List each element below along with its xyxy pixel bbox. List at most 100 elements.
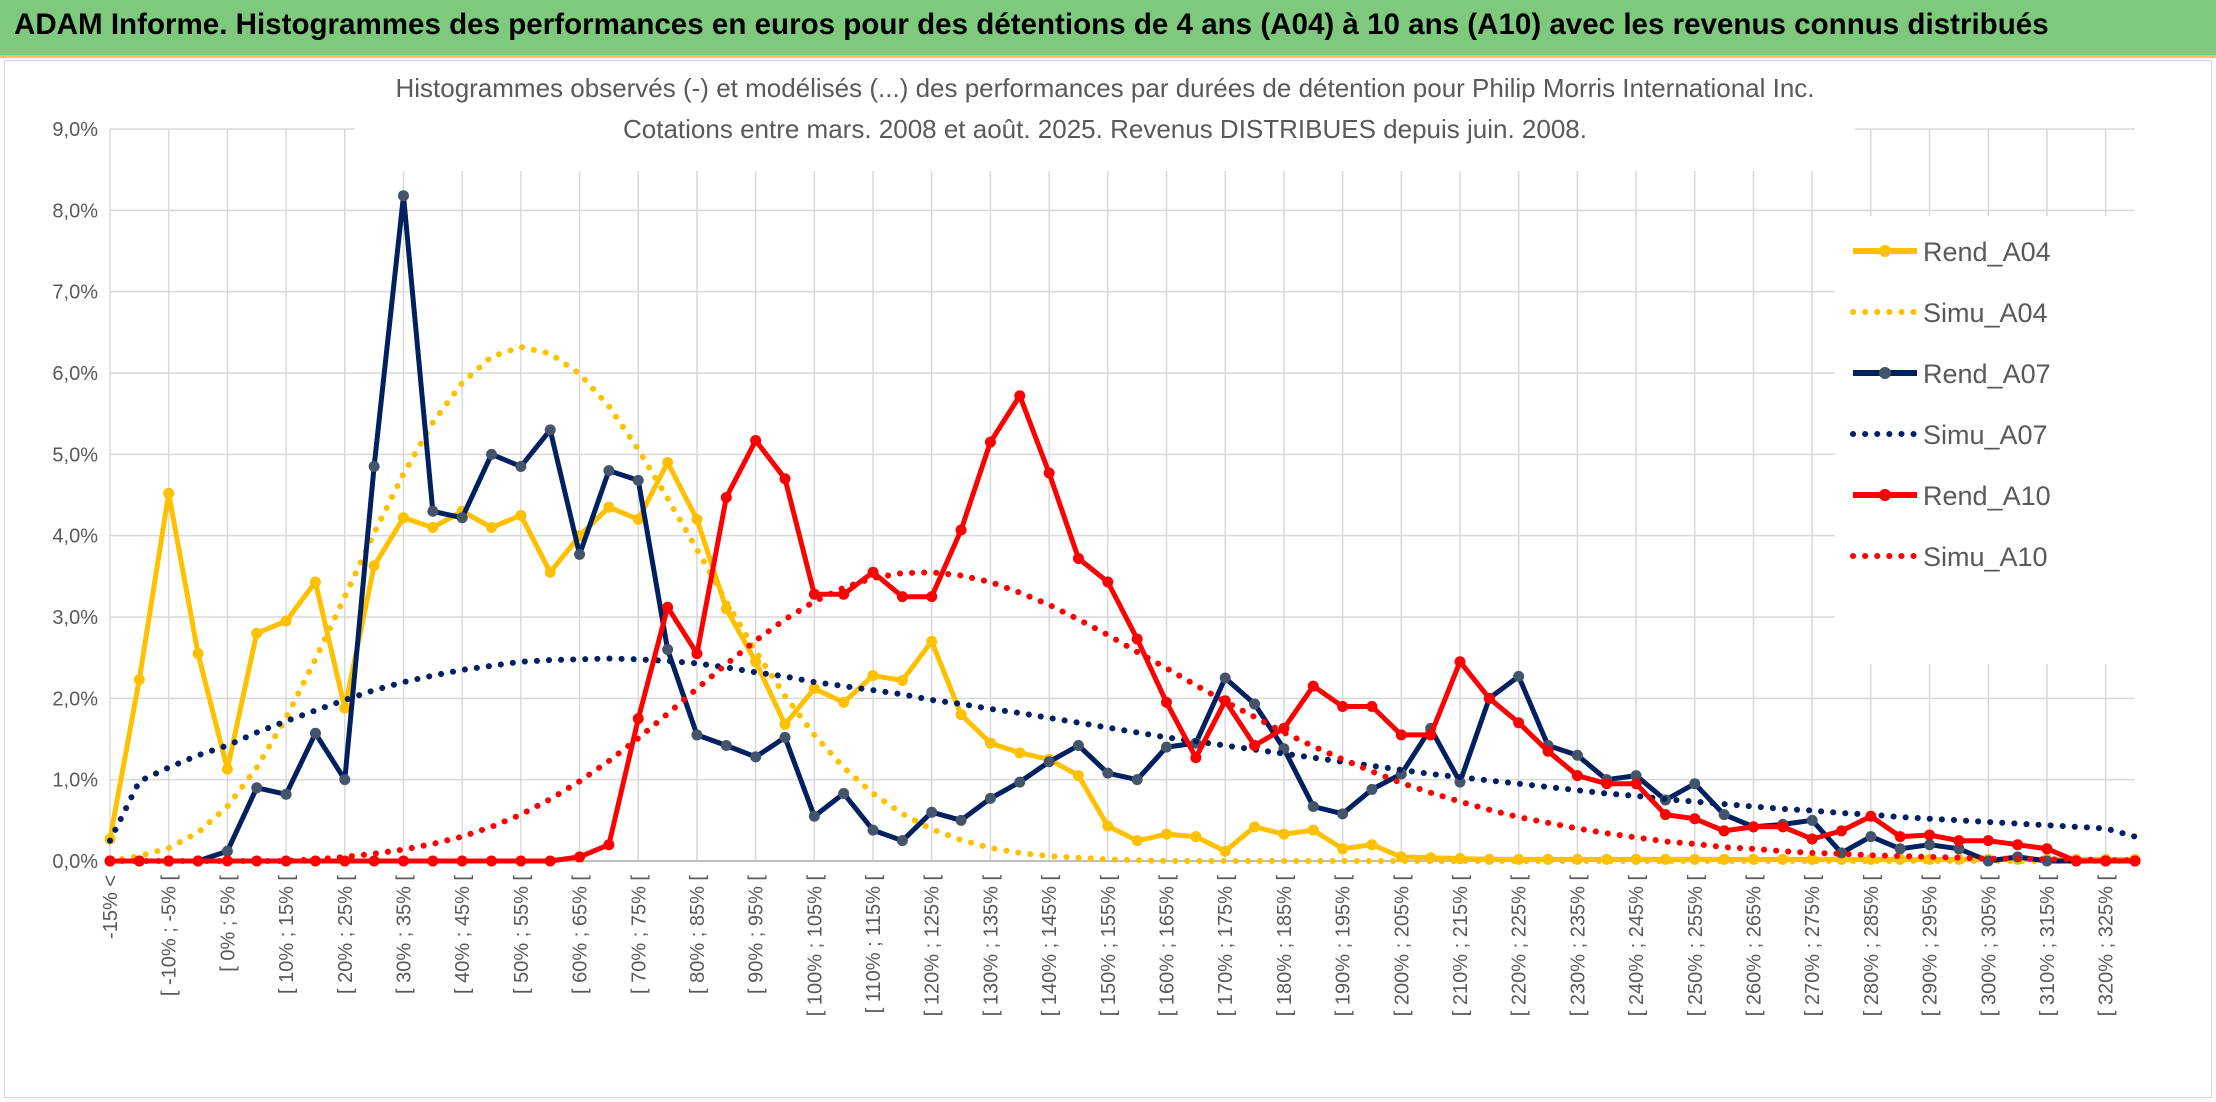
legend-label-Simu_A10: Simu_A10 bbox=[1923, 542, 2048, 572]
data-point-Rend_A10 bbox=[1865, 810, 1877, 822]
data-point-Rend_A10 bbox=[1072, 552, 1084, 564]
data-point-Rend_A04 bbox=[896, 674, 908, 686]
x-tick-label: [ 220% ; 225% [ bbox=[1509, 875, 1531, 1017]
x-tick-label: [ 50% ; 55% [ bbox=[511, 875, 533, 994]
data-point-Rend_A04 bbox=[1249, 821, 1261, 833]
series-line-Rend_A04 bbox=[107, 460, 2135, 862]
data-point-Rend_A10 bbox=[984, 436, 996, 448]
gridlines bbox=[109, 128, 2135, 862]
data-point-Rend_A04 bbox=[251, 627, 263, 639]
data-point-Rend_A04 bbox=[397, 512, 409, 524]
data-point-Rend_A07 bbox=[867, 824, 879, 836]
x-tick-label: [ -10% ; -5% [ bbox=[159, 875, 181, 997]
data-point-Rend_A10 bbox=[2129, 855, 2141, 867]
data-point-Rend_A07 bbox=[574, 548, 586, 560]
x-tick-label: [ 270% ; 275% [ bbox=[1802, 875, 1824, 1017]
data-point-Rend_A04 bbox=[486, 522, 498, 534]
x-tick-label: [ 20% ; 25% [ bbox=[335, 875, 357, 994]
data-point-Rend_A10 bbox=[1718, 825, 1730, 837]
data-point-Rend_A07 bbox=[955, 814, 967, 826]
data-point-Rend_A04 bbox=[280, 615, 292, 627]
x-tick-label: [ 320% ; 325% [ bbox=[2096, 875, 2118, 1017]
x-tick-label: [ 70% ; 75% [ bbox=[628, 875, 650, 994]
data-point-Rend_A07 bbox=[1454, 776, 1466, 788]
data-point-Rend_A07 bbox=[984, 792, 996, 804]
data-point-Rend_A04 bbox=[309, 576, 321, 588]
data-point-Rend_A07 bbox=[1337, 808, 1349, 820]
data-point-Rend_A10 bbox=[427, 855, 439, 867]
data-point-Rend_A10 bbox=[1190, 752, 1202, 764]
series-line-Rend_A10 bbox=[110, 393, 2135, 864]
data-point-Rend_A07 bbox=[397, 190, 409, 202]
x-tick-label: [ 10% ; 15% [ bbox=[276, 875, 298, 994]
data-point-Rend_A10 bbox=[1014, 390, 1026, 402]
x-tick-label: [ 120% ; 125% [ bbox=[922, 875, 944, 1017]
data-point-Rend_A04 bbox=[544, 566, 556, 578]
chart-title-line: Histogrammes observés (-) et modélisés (… bbox=[395, 73, 1814, 103]
chart-legend: Rend_A04 Simu_A04 Rend_A07 Simu_A07 Rend_A10… bbox=[1835, 216, 2165, 664]
data-point-Rend_A07 bbox=[808, 810, 820, 822]
chart-area: Histogrammes observés (-) et modélisés (… bbox=[4, 60, 2212, 1098]
data-point-Rend_A07 bbox=[544, 424, 556, 436]
x-tick-label: [ 100% ; 105% [ bbox=[804, 875, 826, 1017]
data-point-Rend_A07 bbox=[1161, 741, 1173, 753]
x-axis: -15% < [ -10% ; -5% [[ 0% ; 5% [[ 10% ; 1… bbox=[100, 860, 2135, 1017]
x-tick-label: [ 150% ; 155% [ bbox=[1098, 875, 1120, 1017]
data-point-Rend_A07 bbox=[1219, 672, 1231, 684]
data-point-Rend_A10 bbox=[808, 588, 820, 600]
chart-title: Histogrammes observés (-) et modélisés (… bbox=[355, 61, 1855, 171]
data-point-Rend_A07 bbox=[486, 448, 498, 460]
x-tick-label: [ 180% ; 185% [ bbox=[1274, 875, 1296, 1017]
x-tick-label: [ 60% ; 65% [ bbox=[570, 875, 592, 994]
y-tick-label: 0,0% bbox=[52, 851, 98, 873]
legend-label-Rend_A10: Rend_A10 bbox=[1923, 481, 2051, 511]
data-point-Rend_A10 bbox=[1982, 835, 1994, 847]
data-point-Rend_A10 bbox=[1924, 829, 1936, 841]
data-point-Rend_A04 bbox=[515, 509, 527, 521]
data-point-Rend_A10 bbox=[1836, 825, 1848, 837]
data-point-Rend_A07 bbox=[368, 461, 380, 473]
plot-series bbox=[104, 190, 2141, 867]
data-point-Rend_A04 bbox=[779, 718, 791, 730]
x-tick-label: [ 160% ; 165% [ bbox=[1157, 875, 1179, 1017]
data-point-Rend_A10 bbox=[1806, 833, 1818, 845]
y-tick-label: 3,0% bbox=[52, 607, 98, 629]
data-point-Rend_A10 bbox=[1659, 809, 1671, 821]
data-point-Rend_A10 bbox=[896, 591, 908, 603]
data-point-Rend_A10 bbox=[955, 524, 967, 536]
data-point-Rend_A10 bbox=[1102, 576, 1114, 588]
legend-marker-Rend_A07 bbox=[1879, 367, 1891, 379]
data-point-Rend_A10 bbox=[574, 851, 586, 863]
x-tick-label: [ 250% ; 255% [ bbox=[1685, 875, 1707, 1017]
data-point-Rend_A04 bbox=[955, 709, 967, 721]
data-point-Rend_A10 bbox=[515, 855, 527, 867]
data-point-Rend_A04 bbox=[221, 763, 233, 775]
data-point-Rend_A10 bbox=[280, 855, 292, 867]
report-title: ADAM Informe. Histogrammes des performan… bbox=[14, 8, 2049, 41]
data-point-Rend_A07 bbox=[456, 512, 468, 524]
legend-label-Simu_A07: Simu_A07 bbox=[1923, 420, 2048, 450]
x-tick-label: [ 310% ; 315% [ bbox=[2037, 875, 2059, 1017]
data-point-Rend_A07 bbox=[1865, 831, 1877, 843]
x-tick-label: [ 240% ; 245% [ bbox=[1626, 875, 1648, 1017]
chart-title-line: Cotations entre mars. 2008 et août. 2025… bbox=[623, 114, 1587, 144]
data-point-Rend_A07 bbox=[1307, 801, 1319, 813]
series-line-Simu_A04 bbox=[107, 344, 2138, 864]
y-axis: 0,0% 1,0% 2,0% 3,0% 4,0% 5,0% 6,0% 7,0% 8,0% 9,0% bbox=[52, 119, 98, 873]
x-tick-label: [ 290% ; 295% [ bbox=[1920, 875, 1942, 1017]
data-point-Rend_A10 bbox=[1043, 467, 1055, 479]
x-tick-label: [ 140% ; 145% [ bbox=[1039, 875, 1061, 1017]
data-point-Rend_A04 bbox=[1072, 770, 1084, 782]
x-tick-label: [ 0% ; 5% [ bbox=[217, 875, 239, 972]
data-point-Rend_A07 bbox=[1689, 778, 1701, 790]
data-point-Rend_A10 bbox=[1513, 717, 1525, 729]
data-point-Rend_A04 bbox=[1659, 853, 1671, 865]
data-point-Rend_A04 bbox=[1337, 843, 1349, 855]
x-tick-label: [ 230% ; 235% [ bbox=[1567, 875, 1589, 1017]
data-point-Rend_A07 bbox=[838, 787, 850, 799]
data-point-Rend_A07 bbox=[1072, 740, 1084, 752]
data-point-Rend_A07 bbox=[1806, 814, 1818, 826]
data-point-Rend_A04 bbox=[1278, 828, 1290, 840]
x-tick-label: [ 260% ; 265% [ bbox=[1743, 875, 1765, 1017]
data-point-Rend_A04 bbox=[867, 670, 879, 682]
